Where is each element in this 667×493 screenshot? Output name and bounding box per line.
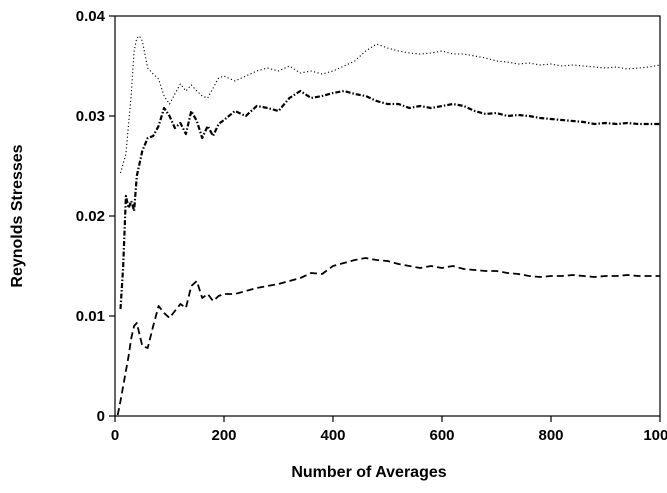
series-line-dash-dot <box>119 89 660 310</box>
x-tick-label: 0 <box>111 427 119 444</box>
x-tick-label: 200 <box>211 427 236 444</box>
plot-frame <box>114 15 661 417</box>
x-tick-label: 400 <box>320 427 345 444</box>
y-tick-label: 0 <box>97 408 105 425</box>
y-tick-label: 0.03 <box>76 108 105 125</box>
y-tick-label: 0.04 <box>76 8 106 25</box>
y-tick-label: 0.01 <box>76 308 105 325</box>
series-layer <box>116 35 661 416</box>
y-axis-ticks: 0 0.01 0.02 0.03 0.04 <box>76 8 115 425</box>
x-axis-title: Number of Averages <box>291 464 446 481</box>
x-tick-label: 600 <box>429 427 454 444</box>
series-line-dashed <box>116 257 660 416</box>
y-tick-label: 0.02 <box>76 208 105 225</box>
y-axis-title: Reynolds Stresses <box>9 144 26 287</box>
x-tick-label: 800 <box>538 427 563 444</box>
